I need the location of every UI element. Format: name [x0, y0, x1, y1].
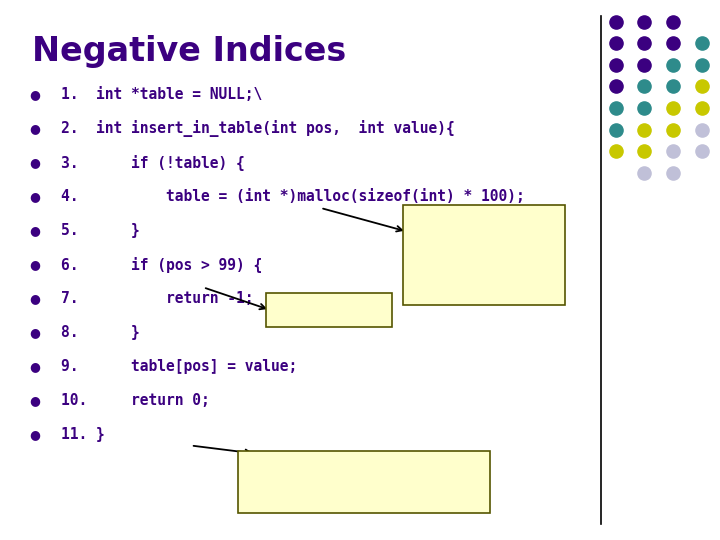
Point [696, 60, 708, 69]
Point [610, 104, 621, 112]
Point [639, 60, 650, 69]
Point [610, 60, 621, 69]
Text: ●: ● [29, 258, 40, 271]
Point [696, 39, 708, 48]
Text: ●: ● [29, 360, 40, 373]
Point [639, 168, 650, 177]
Text: ●: ● [29, 428, 40, 441]
Text: ●: ● [29, 394, 40, 407]
FancyBboxPatch shape [403, 205, 565, 305]
FancyBboxPatch shape [266, 293, 392, 327]
Text: 4.          table = (int *)malloc(sizeof(int) * 100);: 4. table = (int *)malloc(sizeof(int) * 1… [61, 189, 525, 204]
Text: 5.      }: 5. } [61, 223, 140, 238]
Point [696, 147, 708, 156]
FancyBboxPatch shape [238, 451, 490, 513]
Text: 11. }: 11. } [61, 427, 105, 442]
Point [667, 82, 679, 91]
Point [639, 104, 650, 112]
Text: ●: ● [29, 156, 40, 169]
Text: ●: ● [29, 88, 40, 101]
Point [667, 125, 679, 134]
Point [667, 17, 679, 26]
Point [610, 17, 621, 26]
Text: ●: ● [29, 224, 40, 237]
Point [667, 168, 679, 177]
Point [667, 39, 679, 48]
Text: ●: ● [29, 292, 40, 305]
Point [610, 82, 621, 91]
Text: 6.      if (pos > 99) {: 6. if (pos > 99) { [61, 256, 263, 273]
Point [639, 125, 650, 134]
Point [667, 147, 679, 156]
Text: 9.      table[pos] = value;: 9. table[pos] = value; [61, 359, 297, 374]
Text: 8.      }: 8. } [61, 325, 140, 340]
Text: 1.  int *table = NULL;\: 1. int *table = NULL;\ [61, 87, 263, 102]
Point [639, 147, 650, 156]
Text: 10.     return 0;: 10. return 0; [61, 393, 210, 408]
Point [696, 125, 708, 134]
Point [610, 125, 621, 134]
Point [639, 39, 650, 48]
Text: pos is not > 99: pos is not > 99 [274, 302, 385, 318]
Text: ●: ● [29, 190, 40, 203]
Point [667, 104, 679, 112]
Point [667, 60, 679, 69]
Point [696, 104, 708, 112]
Text: Storage for the
array is
allocated on
the heap: Storage for the array is allocated on th… [414, 214, 525, 281]
Text: 3.      if (!table) {: 3. if (!table) { [61, 154, 245, 171]
Point [639, 17, 650, 26]
Point [639, 82, 650, 91]
Text: value is inserted into the
array at the specified position: value is inserted into the array at the … [253, 465, 474, 498]
Text: Negative Indices: Negative Indices [32, 35, 346, 68]
Text: ●: ● [29, 326, 40, 339]
Text: 2.  int insert_in_table(int pos,  int value){: 2. int insert_in_table(int pos, int valu… [61, 120, 455, 137]
Point [610, 39, 621, 48]
Point [610, 147, 621, 156]
Text: 7.          return -1;: 7. return -1; [61, 291, 253, 306]
Point [696, 82, 708, 91]
Text: ●: ● [29, 122, 40, 135]
